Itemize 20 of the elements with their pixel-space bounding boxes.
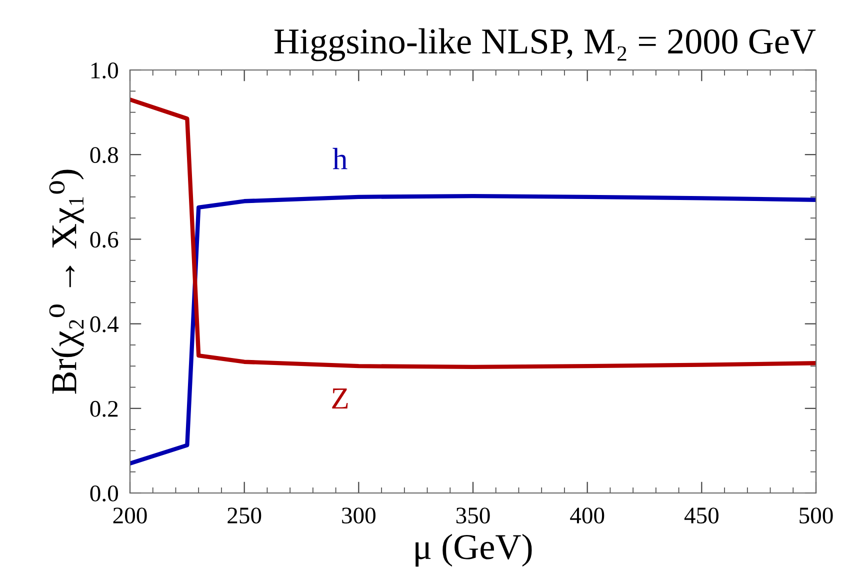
y-tick-label: 0.4 <box>90 316 119 332</box>
x-tick-label: 200 <box>113 508 147 524</box>
x-tick-label: 500 <box>800 508 833 524</box>
y-tick-label: 0.0 <box>90 485 118 502</box>
line-series <box>130 98 816 370</box>
x-axis-title: μ (GeV) <box>416 534 532 567</box>
x-tick-label: 400 <box>570 508 604 524</box>
y-tick-label: 1.0 <box>91 62 118 79</box>
x-tick-label: 350 <box>456 508 490 524</box>
y-axis-title: Br(χ₂⁰ → Xχ₁⁰) <box>49 170 84 394</box>
x-tick-label: 300 <box>342 508 376 524</box>
line-series <box>130 194 816 466</box>
y-tick-label: 0.8 <box>90 147 118 164</box>
y-tick-label: 0.2 <box>90 400 118 417</box>
series-label: Z <box>332 388 348 409</box>
x-tick-label: 250 <box>228 508 262 524</box>
y-tick-label: 0.6 <box>90 232 118 248</box>
series-label: h <box>332 148 348 170</box>
chart-title: Higgsino-like NLSP, M₂ = 2000 GeV <box>274 28 816 62</box>
x-tick-label: 450 <box>684 508 718 524</box>
